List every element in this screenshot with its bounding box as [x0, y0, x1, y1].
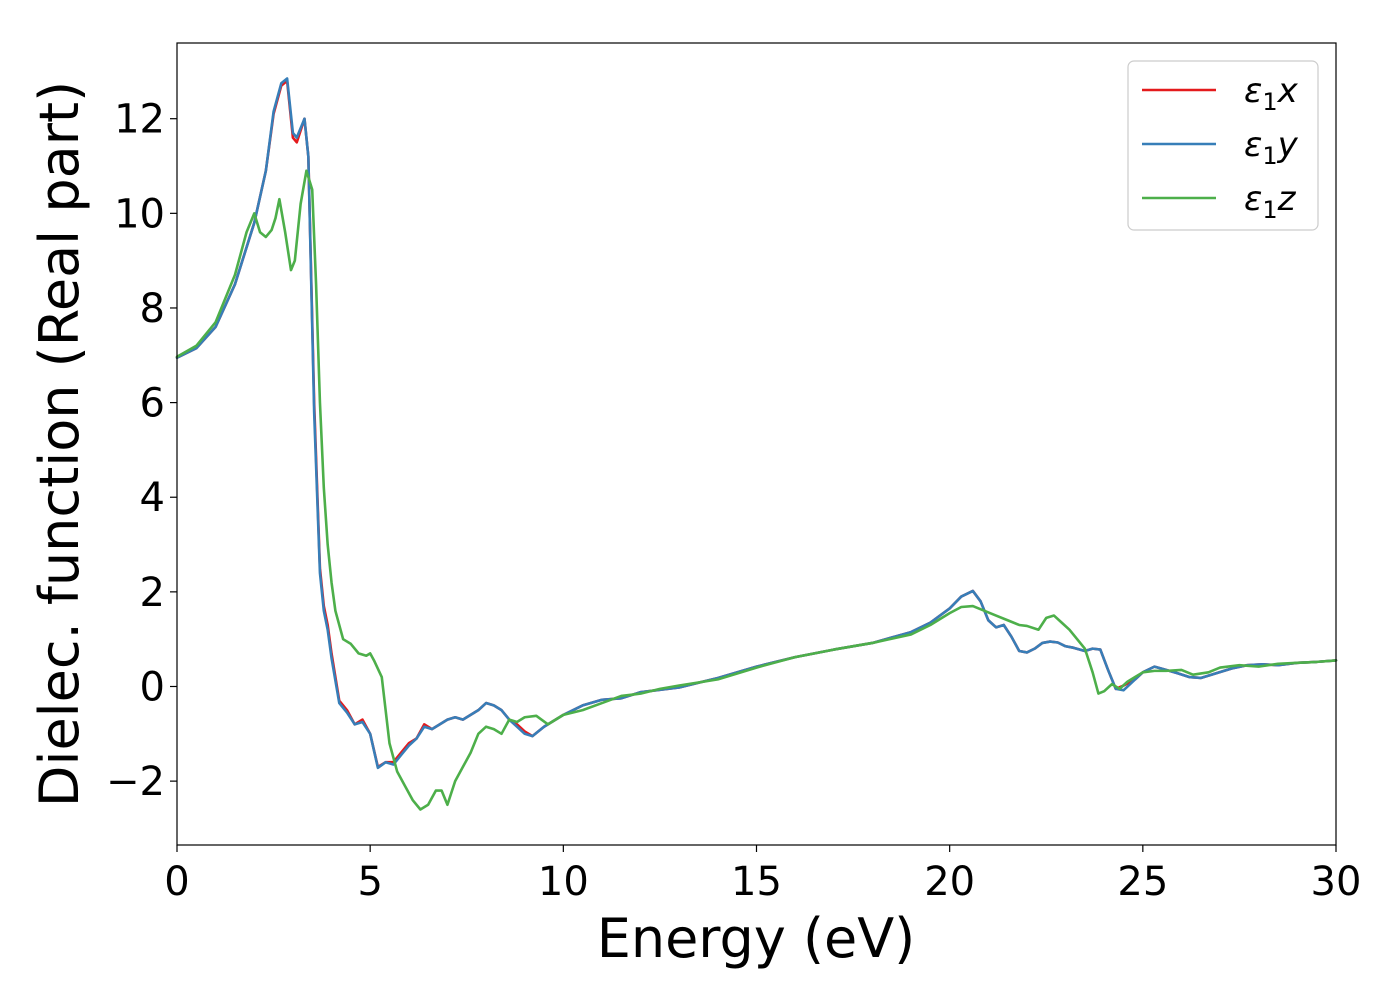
x-tick-label: 10	[538, 859, 589, 905]
x-axis-ticks: 0 5 10 15 20 25 30	[164, 845, 1361, 905]
y-axis-ticks: −2 0 2 4 6 8 10 12	[106, 97, 177, 805]
y-tick-label: 2	[140, 570, 165, 616]
x-axis-title: Energy (eV)	[597, 907, 916, 970]
y-tick-label: 4	[140, 475, 165, 521]
x-tick-label: 0	[164, 859, 189, 905]
x-tick-label: 15	[731, 859, 782, 905]
x-tick-label: 30	[1311, 859, 1362, 905]
y-tick-label: 6	[140, 381, 165, 427]
y-tick-label: 0	[140, 664, 165, 710]
series-layer	[175, 77, 1338, 811]
legend-box	[1127, 60, 1319, 231]
y-tick-label: 12	[114, 97, 165, 143]
x-tick-label: 5	[357, 859, 382, 905]
legend-label-y: ε1y	[1244, 125, 1299, 170]
legend-items: ε1x ε1y ε1z	[1142, 71, 1299, 224]
y-tick-label: 8	[140, 286, 165, 332]
x-tick-label: 25	[1117, 859, 1168, 905]
series-line-z	[175, 169, 1338, 811]
legend: ε1x ε1y ε1z	[1127, 60, 1319, 231]
x-tick-label: 20	[924, 859, 975, 905]
legend-label-z: ε1z	[1244, 179, 1297, 224]
y-tick-label: 10	[114, 191, 165, 237]
y-tick-label: −2	[106, 759, 165, 805]
y-axis-title: Dielec. function (Real part)	[28, 81, 91, 807]
legend-label-x: ε1x	[1244, 71, 1299, 116]
